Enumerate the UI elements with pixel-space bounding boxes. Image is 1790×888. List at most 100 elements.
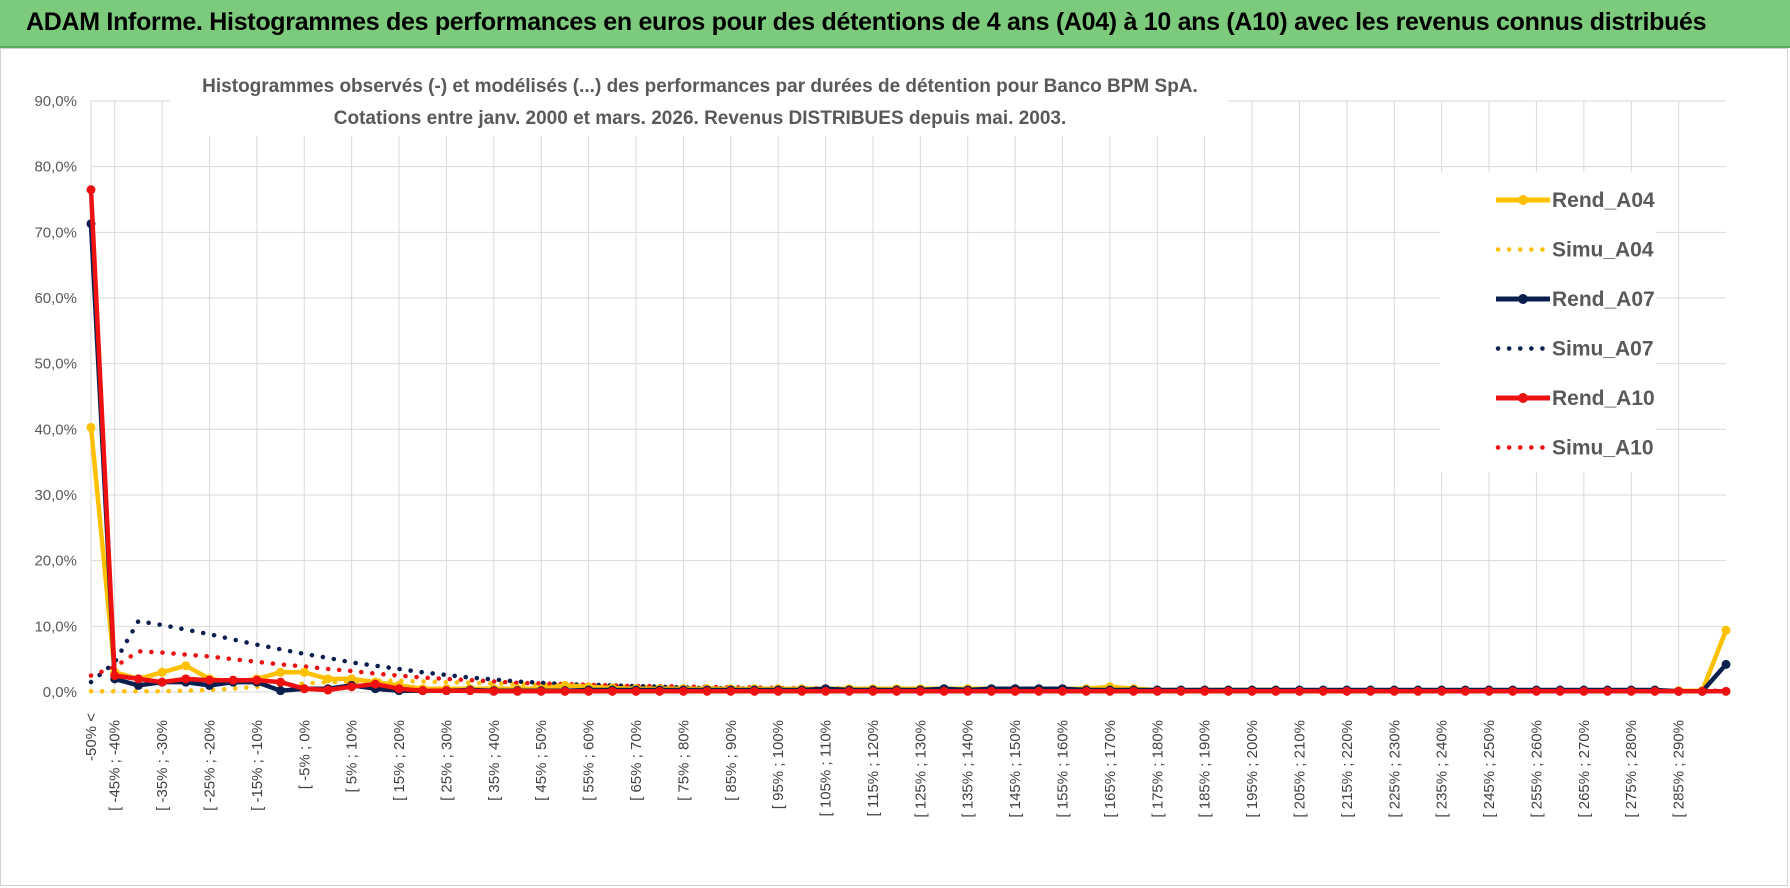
data-point (1389, 686, 1399, 696)
legend-label: Rend_A07 (1552, 288, 1655, 311)
x-tick-label: [ 135% ; 140% (960, 720, 977, 818)
data-point (441, 686, 451, 696)
x-tick-label: [ -15% ; -10% (249, 720, 266, 811)
data-point (157, 667, 167, 677)
data-point (299, 667, 309, 677)
chart-title-line1: Histogrammes observés (-) et modélisés (… (202, 76, 1198, 97)
data-point (607, 686, 617, 696)
y-tick-label: 50,0% (34, 356, 77, 373)
data-point (1721, 686, 1731, 696)
data-point (844, 686, 854, 696)
x-tick-label: [ 265% ; 270% (1576, 720, 1593, 818)
data-point (868, 686, 878, 696)
data-point (1342, 686, 1352, 696)
x-tick-label: [ 5% ; 10% (344, 720, 361, 793)
data-point (821, 686, 831, 696)
data-point (1129, 686, 1139, 696)
y-tick-label: 30,0% (34, 487, 77, 504)
data-point (86, 185, 96, 195)
data-point (1034, 686, 1044, 696)
data-point (655, 686, 665, 696)
title-banner: ADAM Informe. Histogrammes des performan… (0, 0, 1790, 48)
x-tick-label: [ 245% ; 250% (1481, 720, 1498, 818)
x-tick-label: [ 75% ; 80% (675, 720, 692, 801)
legend-swatch-marker (1518, 195, 1528, 205)
data-point (1318, 686, 1328, 696)
data-point (1650, 686, 1660, 696)
data-point (133, 674, 143, 684)
data-point (1010, 686, 1020, 696)
x-tick-label: [ 175% ; 180% (1149, 720, 1166, 818)
x-tick-label: [ -45% ; -40% (107, 720, 124, 811)
data-point (1366, 686, 1376, 696)
data-point (1058, 686, 1068, 696)
y-tick-label: 10,0% (34, 618, 77, 635)
data-point (181, 661, 191, 671)
x-tick-label: [ 165% ; 170% (1102, 720, 1119, 818)
data-point (1460, 686, 1470, 696)
data-point (1508, 686, 1518, 696)
x-tick-label: [ 25% ; 30% (438, 720, 455, 801)
data-point (1555, 686, 1565, 696)
legend-label: Simu_A07 (1552, 338, 1654, 361)
data-point (892, 686, 902, 696)
x-tick-label: [ -5% ; 0% (296, 720, 313, 789)
data-point (86, 422, 96, 432)
data-point (1437, 686, 1447, 696)
data-point (204, 675, 214, 685)
data-point (1579, 686, 1589, 696)
banner-title: ADAM Informe. Histogrammes des performan… (26, 8, 1707, 36)
y-tick-label: 90,0% (34, 93, 77, 110)
data-point (773, 686, 783, 696)
data-point (181, 674, 191, 684)
data-point (347, 682, 357, 692)
data-point (465, 686, 475, 696)
x-tick-label: [ 155% ; 160% (1055, 720, 1072, 818)
x-tick-label: -50% < (83, 713, 100, 761)
x-tick-label: [ -35% ; -30% (154, 720, 171, 811)
data-point (1413, 686, 1423, 696)
data-point (1674, 686, 1684, 696)
data-point (252, 675, 262, 685)
x-tick-label: [ 55% ; 60% (581, 720, 598, 801)
data-point (157, 677, 167, 687)
legend-label: Rend_A04 (1552, 189, 1655, 212)
x-tick-label: [ 235% ; 240% (1434, 720, 1451, 818)
x-tick-label: [ 45% ; 50% (533, 720, 550, 801)
legend-label: Simu_A10 (1552, 437, 1654, 460)
data-point (276, 686, 286, 696)
x-tick-label: [ 185% ; 190% (1197, 720, 1214, 818)
data-point (1697, 686, 1707, 696)
data-point (228, 675, 238, 685)
legend-swatch-marker (1518, 294, 1528, 304)
data-point (678, 686, 688, 696)
x-tick-label: [ 205% ; 210% (1291, 720, 1308, 818)
data-point (299, 684, 309, 694)
x-tick-label: [ 285% ; 290% (1671, 720, 1688, 818)
legend-box (1440, 172, 1656, 472)
data-point (394, 684, 404, 694)
legend-label: Rend_A10 (1552, 387, 1655, 410)
y-tick-label: 60,0% (34, 290, 77, 307)
x-tick-label: [ -25% ; -20% (201, 720, 218, 811)
series-line-Simu_A10 (88, 649, 1729, 693)
x-tick-label: [ 65% ; 70% (628, 720, 645, 801)
y-tick-label: 0,0% (43, 684, 77, 701)
data-point (749, 686, 759, 696)
x-tick-label: [ 195% ; 200% (1244, 720, 1261, 818)
y-tick-label: 80,0% (34, 159, 77, 176)
data-point (1294, 686, 1304, 696)
data-point (513, 686, 523, 696)
data-point (631, 686, 641, 696)
data-point (1721, 625, 1731, 635)
data-point (584, 686, 594, 696)
series-layer (86, 185, 1731, 696)
data-point (347, 674, 357, 684)
x-tick-label: [ 115% ; 120% (865, 720, 882, 816)
data-point (489, 686, 499, 696)
data-point (1105, 686, 1115, 696)
data-point (560, 686, 570, 696)
data-point (915, 686, 925, 696)
data-point (1484, 686, 1494, 696)
